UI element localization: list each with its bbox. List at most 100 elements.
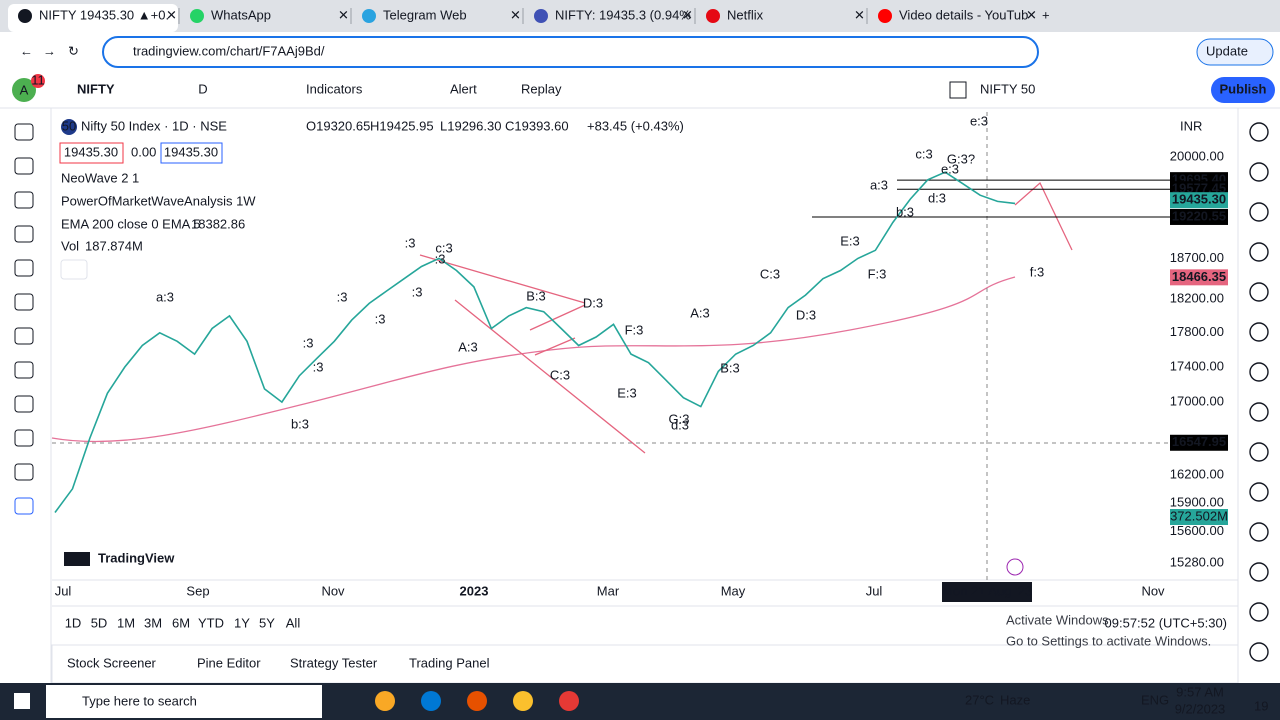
tab-title[interactable]: WhatsApp	[211, 7, 271, 22]
drawing-tool[interactable]	[14, 157, 34, 175]
side-panel-icon[interactable]	[1249, 402, 1269, 422]
y-tick-label: 15280.00	[1170, 554, 1224, 569]
side-panel-icon[interactable]	[1249, 642, 1269, 662]
drawing-tool[interactable]	[14, 123, 34, 141]
range-button[interactable]: YTD	[198, 615, 224, 630]
tab-icon	[706, 9, 720, 23]
panel-tab[interactable]: Trading Panel	[409, 655, 490, 670]
weather-text: Haze	[1000, 692, 1030, 707]
collapse-legend[interactable]	[60, 259, 88, 280]
range-button[interactable]: All	[286, 615, 301, 630]
replay[interactable]: Replay	[521, 81, 562, 96]
drawing-tool[interactable]	[14, 259, 34, 277]
layout-checkbox[interactable]	[949, 81, 967, 99]
panel-tab[interactable]: Stock Screener	[67, 655, 157, 670]
wave-label: a:3	[870, 177, 888, 192]
tab-close[interactable]: ✕	[1026, 7, 1037, 22]
ask-box[interactable]	[160, 142, 223, 164]
tab-title[interactable]: Netflix	[727, 7, 764, 22]
range-button[interactable]: 1M	[117, 615, 135, 630]
avatar[interactable]	[12, 78, 36, 102]
bid-box[interactable]	[59, 142, 124, 164]
drawing-tool[interactable]	[14, 191, 34, 209]
drawing-tool[interactable]	[14, 395, 34, 413]
panel-tab[interactable]: Strategy Tester	[290, 655, 378, 670]
publish-button[interactable]	[1211, 77, 1275, 103]
search-box[interactable]	[46, 685, 322, 718]
drawing-tool[interactable]	[14, 361, 34, 379]
publish-label[interactable]: Publish	[1220, 81, 1267, 96]
taskbar-app[interactable]	[559, 691, 579, 711]
ema-line	[51, 276, 1016, 443]
range-button[interactable]: 1Y	[234, 615, 250, 630]
side-panel-icon[interactable]	[1249, 482, 1269, 502]
clock: 09:57:52 (UTC+5:30)	[1105, 615, 1227, 630]
drawing-tool[interactable]	[14, 327, 34, 345]
omnibox[interactable]	[102, 36, 1039, 68]
side-panel-icon[interactable]	[1249, 362, 1269, 382]
wave-label: d:3	[671, 417, 689, 432]
alert[interactable]: Alert	[450, 81, 477, 96]
indicators[interactable]: Indicators	[306, 81, 363, 96]
range-button[interactable]: 1D	[65, 615, 82, 630]
taskbar-app[interactable]	[513, 691, 533, 711]
tab-close[interactable]: ✕	[854, 7, 865, 22]
drawing-tool[interactable]	[14, 293, 34, 311]
side-panel-icon[interactable]	[1249, 522, 1269, 542]
x-tick-label: May	[721, 583, 746, 598]
tab-close[interactable]: ✕	[510, 7, 521, 22]
symbol-search[interactable]: NIFTY	[77, 81, 115, 96]
side-panel-icon[interactable]	[1249, 242, 1269, 262]
layout-symbol[interactable]: NIFTY 50	[980, 81, 1035, 96]
tab-title[interactable]: NIFTY: 19435.3 (0.94%	[555, 7, 691, 22]
taskbar-app[interactable]	[421, 691, 441, 711]
wave-label: :3	[412, 284, 423, 299]
wave-label: :3	[337, 289, 348, 304]
range-button[interactable]: 6M	[172, 615, 190, 630]
tab-close[interactable]: ✕	[338, 7, 349, 22]
tv-logo-mark	[64, 552, 90, 566]
update-button[interactable]	[1196, 38, 1274, 66]
wave-label: C:3	[550, 367, 570, 382]
side-panel-icon[interactable]	[1249, 282, 1269, 302]
reload[interactable]: ↻	[68, 43, 79, 58]
side-panel-icon[interactable]	[1249, 162, 1269, 182]
active-tab[interactable]	[8, 4, 178, 32]
event-icon[interactable]	[1006, 558, 1024, 576]
range-button[interactable]: 3M	[144, 615, 162, 630]
update-label[interactable]: Update	[1206, 43, 1248, 58]
ohlc-value: +83.45 (+0.43%)	[587, 118, 684, 133]
back[interactable]: ←	[20, 43, 33, 58]
range-button[interactable]: 5D	[91, 615, 108, 630]
tab-title[interactable]: NIFTY 19435.30 ▲+0.	[39, 7, 169, 22]
x-tick-label: Nov	[1141, 583, 1165, 598]
search-placeholder[interactable]: Type here to search	[82, 693, 197, 708]
symbol-logo	[61, 119, 77, 135]
taskbar-app[interactable]	[375, 691, 395, 711]
side-panel-icon[interactable]	[1249, 322, 1269, 342]
side-panel-icon[interactable]	[1249, 442, 1269, 462]
side-panel-icon[interactable]	[1249, 602, 1269, 622]
start[interactable]	[14, 693, 30, 709]
side-panel-icon[interactable]	[1249, 562, 1269, 582]
tab-title[interactable]: Telegram Web	[383, 7, 467, 22]
wave-label: :3	[313, 359, 324, 374]
tab-close[interactable]: ✕	[682, 7, 693, 22]
wave-label: F:3	[625, 322, 644, 337]
taskbar-app[interactable]	[467, 691, 487, 711]
drawing-tool[interactable]	[14, 463, 34, 481]
panel-tab[interactable]: Pine Editor	[197, 655, 261, 670]
drawing-tool[interactable]	[14, 497, 34, 515]
range-button[interactable]: 5Y	[259, 615, 275, 630]
wave-label: E:3	[617, 385, 637, 400]
wave-label: D:3	[583, 295, 603, 310]
interval[interactable]: D	[198, 81, 207, 96]
drawing-tool[interactable]	[14, 429, 34, 447]
tab-title[interactable]: Video details - YouTub	[899, 7, 1028, 22]
new-tab[interactable]: +	[1042, 7, 1050, 22]
drawing-tool[interactable]	[14, 225, 34, 243]
side-panel-icon[interactable]	[1249, 202, 1269, 222]
side-panel-icon[interactable]	[1249, 122, 1269, 142]
tab-close[interactable]: ✕	[166, 7, 177, 22]
